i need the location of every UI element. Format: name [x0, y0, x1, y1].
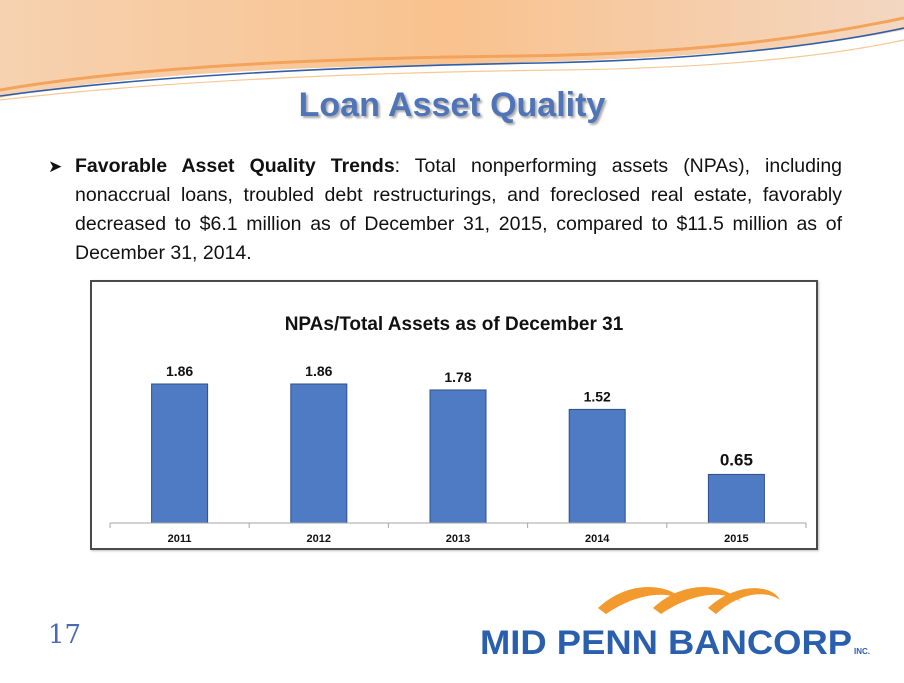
bullet-body: : Total nonperforming assets (NPAs), inc…	[75, 155, 843, 264]
data-label-2015: 0.65	[720, 450, 753, 469]
bar-2011	[151, 383, 209, 524]
bullet-paragraph: ➤ Favorable Asset Quality Trends: Total …	[48, 152, 842, 268]
logo-suffix: INC.	[854, 647, 870, 656]
x-tick-label-2015: 2015	[724, 533, 748, 545]
bullet-text: Favorable Asset Quality Trends: Total no…	[75, 152, 842, 268]
x-tick-label-2011: 2011	[168, 533, 192, 545]
mid-penn-bancorp-logo: MID PENN BANCORP INC.	[480, 586, 870, 662]
bar-2015	[707, 473, 765, 524]
bar-chart: NPAs/Total Assets as of December 31 1.86…	[109, 314, 807, 545]
data-label-2014: 1.52	[584, 388, 611, 404]
x-tick-label-2012: 2012	[307, 533, 331, 545]
logo-wordmark: MID PENN BANCORP	[480, 624, 852, 662]
data-label-2013: 1.78	[444, 369, 471, 385]
chart-title: NPAs/Total Assets as of December 31	[285, 314, 624, 335]
x-tick-label-2014: 2014	[585, 533, 610, 545]
data-label-2011: 1.86	[166, 363, 193, 379]
data-label-2012: 1.86	[305, 363, 332, 379]
bar-2014	[568, 408, 626, 524]
x-tick-label-2013: 2013	[446, 533, 470, 545]
bar-2012	[290, 383, 348, 524]
bullet-lead: Favorable Asset Quality Trends	[75, 155, 395, 177]
slide-title: Loan Asset Quality	[298, 86, 606, 124]
logo-swoosh-icon	[598, 586, 780, 614]
chart-frame: NPAs/Total Assets as of December 31 1.86…	[90, 280, 818, 550]
arrow-bullet-icon: ➤	[48, 157, 63, 176]
header-swoosh-decoration	[0, 0, 904, 101]
page-number: 17	[48, 620, 82, 650]
bar-2013	[429, 389, 487, 524]
